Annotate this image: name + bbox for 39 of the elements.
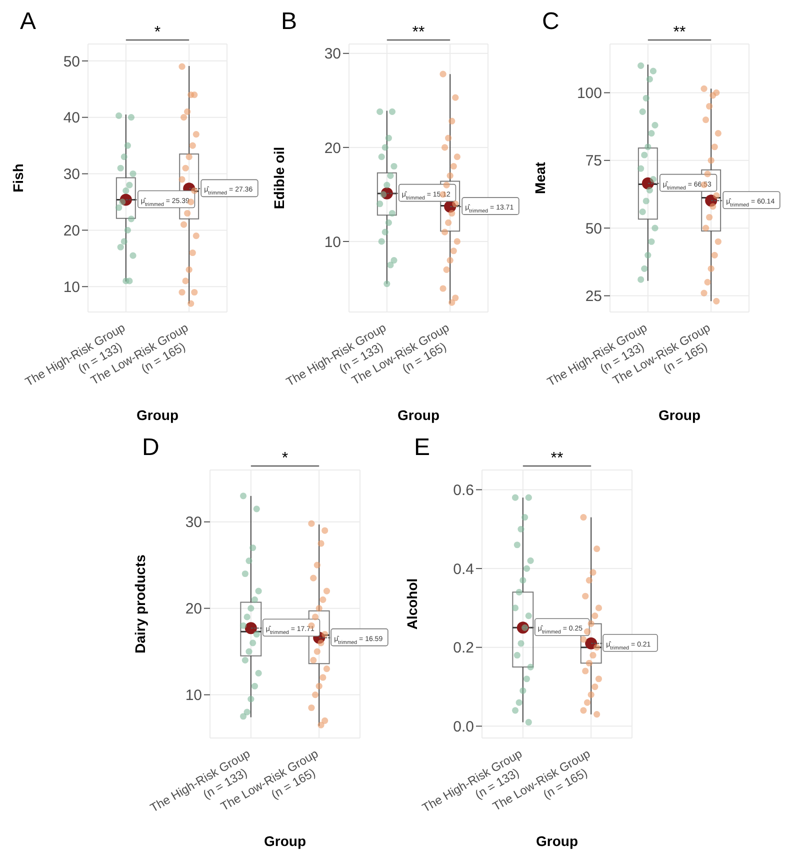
y-tick-label: 20: [324, 140, 341, 157]
x-axis-title: Group: [398, 407, 440, 423]
chart-title: C: [542, 8, 560, 36]
y-tick-label: 50: [585, 220, 602, 238]
y-tick-label: 10: [324, 234, 341, 251]
y-tick-label: 50: [63, 53, 80, 70]
y-axis-title: Meat: [532, 162, 548, 194]
y-tick-label: 40: [63, 110, 80, 127]
text: *: [154, 24, 161, 41]
y-tick-label: 10: [63, 278, 80, 296]
y-tick-label: 100: [576, 85, 602, 102]
text: **: [550, 450, 564, 467]
y-axis-title: Fish: [10, 164, 26, 192]
chart-title: D: [142, 434, 160, 462]
x-axis-title: Group: [536, 833, 578, 849]
text: **: [412, 24, 425, 41]
x-axis-title: Group: [658, 407, 700, 423]
x-axis-title: Group: [264, 833, 306, 849]
y-tick-label: 75: [585, 152, 602, 170]
y-axis-title: Alcohol: [404, 578, 420, 630]
chart-title: A: [20, 8, 36, 36]
text: *: [282, 450, 288, 467]
y-tick-label: 0.0: [453, 718, 474, 736]
y-tick-label: 30: [63, 166, 80, 184]
y-axis-title: Edible oil: [270, 146, 287, 210]
y-tick-label: 30: [185, 514, 202, 532]
y-tick-label: 0.4: [453, 560, 474, 578]
y-tick-label: 30: [324, 46, 341, 63]
x-axis-title: Group: [136, 407, 178, 423]
text: **: [673, 24, 686, 41]
y-tick-label: 10: [185, 687, 202, 704]
y-tick-label: 20: [63, 222, 80, 240]
y-axis-title: Dairy products: [132, 554, 148, 654]
y-tick-label: 20: [185, 600, 202, 618]
y-tick-label: 25: [585, 288, 602, 306]
y-tick-label: 0.6: [453, 482, 474, 500]
y-tick-label: 0.2: [453, 640, 474, 657]
chart-title: B: [281, 8, 298, 36]
chart-title: E: [414, 434, 430, 462]
